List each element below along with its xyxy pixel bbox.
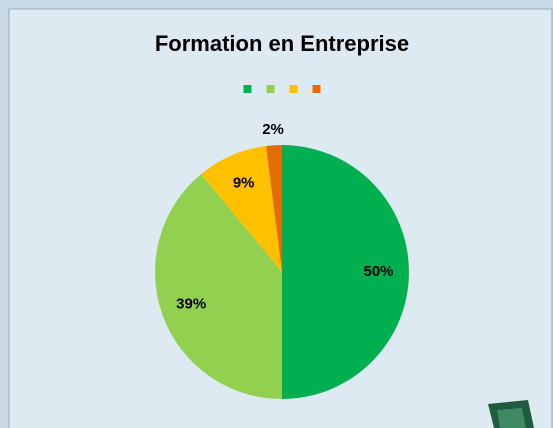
data-label: 2% [262, 121, 284, 138]
legend-swatch [312, 85, 321, 93]
pie-slice [155, 174, 282, 399]
pie-slice [266, 145, 282, 272]
legend-swatch [266, 85, 275, 93]
corner-decoration [497, 408, 526, 428]
pie-slice [201, 146, 282, 272]
legend-swatch [243, 85, 252, 93]
pie-slice [282, 145, 409, 399]
legend-swatch [289, 85, 298, 93]
data-label: 39% [176, 296, 206, 313]
data-label: 50% [364, 263, 394, 280]
data-label: 9% [233, 174, 255, 191]
chart-title: Formation en Entreprise [155, 31, 409, 56]
